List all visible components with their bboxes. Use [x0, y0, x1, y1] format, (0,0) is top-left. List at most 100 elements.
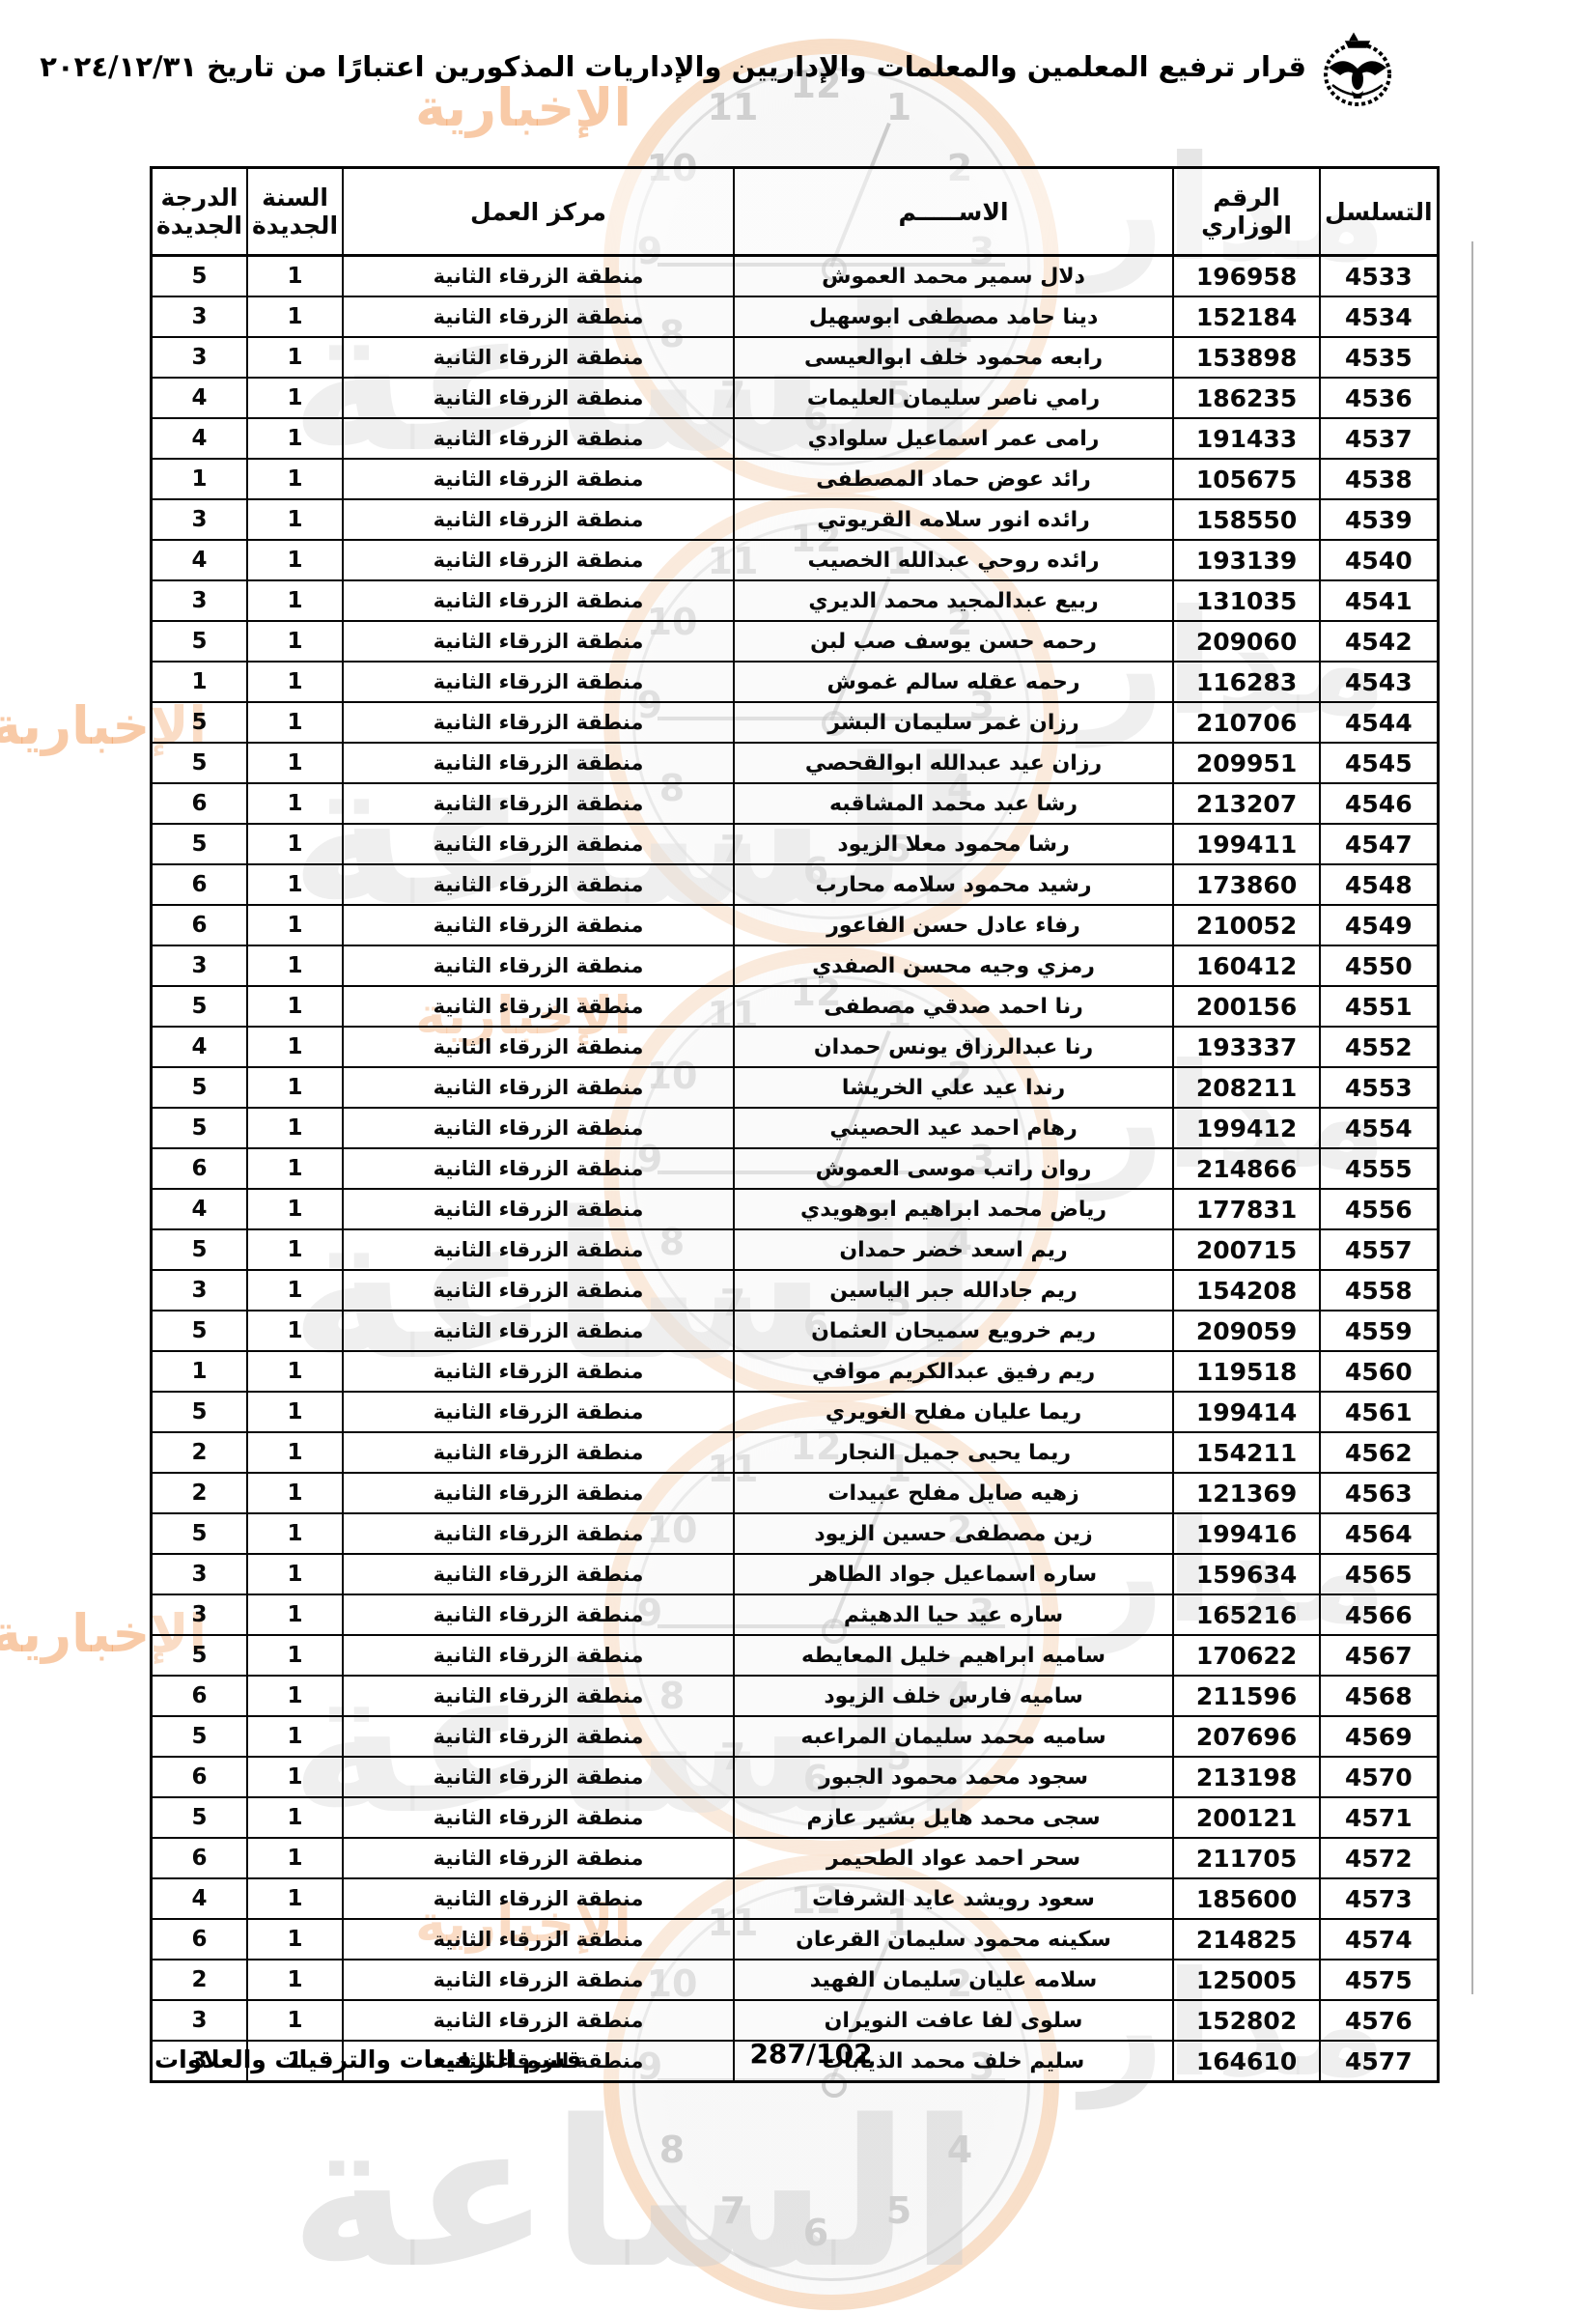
work-center-header: مركز العمل — [342, 166, 736, 257]
serial-cell: 4550 — [1319, 945, 1440, 987]
serial-cell: 4563 — [1319, 1472, 1440, 1514]
new-grade-cell: 4 — [150, 1026, 249, 1068]
watermark-clock-number: 1 — [885, 86, 912, 129]
name-cell: ريما عليان مفلح الغويري — [733, 1391, 1175, 1433]
serial-cell: 4560 — [1319, 1350, 1440, 1393]
new-year-cell: 1 — [246, 661, 345, 703]
new-grade-cell: 5 — [150, 1310, 249, 1352]
ministry-number-cell: 200156 — [1172, 985, 1322, 1028]
new-grade-cell: 5 — [150, 254, 249, 297]
new-grade-cell: 6 — [150, 1147, 249, 1190]
new-year-cell: 1 — [246, 701, 345, 744]
work-center-cell: منطقة الزرقاء الثانية — [342, 1959, 736, 2001]
watermark-clock-number: 6 — [802, 2212, 829, 2254]
new-grade-cell: 6 — [150, 904, 249, 946]
ministry-number-cell: 164610 — [1172, 2040, 1322, 2083]
serial-cell: 4556 — [1319, 1188, 1440, 1230]
table-row: 4574 214825 سكينه محمود سليمان القرعان منطق… — [150, 1918, 1440, 1960]
ministry-number-cell: 209060 — [1172, 620, 1322, 663]
ministry-number-cell: 191433 — [1172, 417, 1322, 460]
serial-cell: 4537 — [1319, 417, 1440, 460]
work-center-cell: منطقة الزرقاء الثانية — [342, 539, 736, 581]
ministry-number-cell: 199414 — [1172, 1391, 1322, 1433]
new-year-cell: 1 — [246, 1269, 345, 1312]
serial-cell: 4566 — [1319, 1594, 1440, 1636]
new-grade-cell: 6 — [150, 782, 249, 825]
work-center-cell: منطقة الزرقاء الثانية — [342, 1472, 736, 1514]
serial-cell: 4551 — [1319, 985, 1440, 1028]
new-year-cell: 1 — [246, 2040, 345, 2083]
serial-cell: 4534 — [1319, 296, 1440, 338]
serial-header: التسلسل — [1319, 166, 1440, 257]
new-year-cell: 1 — [246, 1228, 345, 1271]
new-year-cell: 1 — [246, 296, 345, 338]
table-row: 4552 193337 رنا عبدالرزاق يونس حمدان منطقة … — [150, 1026, 1440, 1068]
new-grade-cell: 3 — [150, 1553, 249, 1595]
serial-cell: 4561 — [1319, 1391, 1440, 1433]
work-center-cell: منطقة الزرقاء الثانية — [342, 701, 736, 744]
new-grade-cell: 6 — [150, 1837, 249, 1879]
name-cell: روان راتب موسى العموش — [733, 1147, 1175, 1190]
new-grade-cell: 2 — [150, 1472, 249, 1514]
scan-edge-artifact — [1471, 241, 1473, 1994]
ministry-number-cell: 177831 — [1172, 1188, 1322, 1230]
new-year-header: السنة الجديدة — [246, 166, 345, 257]
new-grade-cell: 4 — [150, 1877, 249, 1920]
new-year-cell: 1 — [246, 782, 345, 825]
table-row: 4563 121369 زهيه صايل مفلح عبيدات منطقة الز… — [150, 1472, 1440, 1514]
new-year-cell: 1 — [246, 458, 345, 500]
ministry-number-cell: 209951 — [1172, 742, 1322, 784]
new-grade-cell: 1 — [150, 1350, 249, 1393]
serial-cell: 4544 — [1319, 701, 1440, 744]
table-header: التسلسل الرقم الوزاري الاســـــم مركز ال… — [150, 166, 1440, 257]
new-grade-cell: 3 — [150, 336, 249, 379]
ministry-number-cell: 193337 — [1172, 1026, 1322, 1068]
table-row: 4561 199414 ريما عليان مفلح الغويري منطقة ا… — [150, 1391, 1440, 1433]
ministry-number-cell: 121369 — [1172, 1472, 1322, 1514]
new-year-cell: 1 — [246, 1512, 345, 1555]
new-year-cell: 1 — [246, 336, 345, 379]
work-center-cell: منطقة الزرقاء الثانية — [342, 1026, 736, 1068]
header-row: التسلسل الرقم الوزاري الاســـــم مركز ال… — [150, 166, 1440, 257]
ministry-number-cell: 154211 — [1172, 1431, 1322, 1474]
table-row: 4536 186235 رامي ناصر سليمان العليمات منطقة… — [150, 377, 1440, 419]
work-center-cell: منطقة الزرقاء الثانية — [342, 1310, 736, 1352]
table-row: 4559 209059 ريم خرويع سميحان العثمان منطقة … — [150, 1310, 1440, 1352]
table-row: 4566 165216 ساره عيد حيا الدهيثم منطقة الزر… — [150, 1594, 1440, 1636]
scanned-document-page: { "header": { "title": "قرار ترفيع المعل… — [0, 32, 1473, 2313]
table-row: 4544 210706 رزان غمر سليمان البشر منطقة الز… — [150, 701, 1440, 744]
name-cell: دلال سمير محمد العموش — [733, 254, 1175, 297]
new-year-cell: 1 — [246, 1026, 345, 1068]
name-cell: ساميه محمد سليمان المراعبه — [733, 1715, 1175, 1758]
new-year-cell: 1 — [246, 377, 345, 419]
new-grade-cell: 3 — [150, 1269, 249, 1312]
name-cell: رشا محمود معلا الزيود — [733, 823, 1175, 865]
new-grade-cell: 3 — [150, 1594, 249, 1636]
new-year-cell: 1 — [246, 863, 345, 906]
new-grade-cell: 6 — [150, 1675, 249, 1717]
serial-cell: 4536 — [1319, 377, 1440, 419]
ministry-number-cell: 158550 — [1172, 498, 1322, 541]
new-year-cell: 1 — [246, 1877, 345, 1920]
new-grade-cell: 5 — [150, 985, 249, 1028]
serial-cell: 4575 — [1319, 1959, 1440, 2001]
new-grade-cell: 3 — [150, 296, 249, 338]
table-row: 4535 153898 رابعه محمود خلف ابوالعيسى منطقة… — [150, 336, 1440, 379]
serial-cell: 4547 — [1319, 823, 1440, 865]
ministry-number-cell: 214866 — [1172, 1147, 1322, 1190]
ministry-number-cell: 105675 — [1172, 458, 1322, 500]
serial-cell: 4535 — [1319, 336, 1440, 379]
new-grade-cell: 6 — [150, 1918, 249, 1960]
new-year-cell: 1 — [246, 1553, 345, 1595]
table-row: 4577 164610 سليم خلف محمد الذيابات منطقة ال… — [150, 2040, 1440, 2083]
table-row: 4570 213198 سجود محمد محمود الجبور منطقة ال… — [150, 1756, 1440, 1798]
ministry-number-cell: 125005 — [1172, 1959, 1322, 2001]
work-center-cell: منطقة الزرقاء الثانية — [342, 1796, 736, 1839]
name-cell: سكينه محمود سليمان القرعان — [733, 1918, 1175, 1960]
work-center-cell: منطقة الزرقاء الثانية — [342, 417, 736, 460]
name-cell: رائده انور سلامه القريوتي — [733, 498, 1175, 541]
serial-cell: 4538 — [1319, 458, 1440, 500]
name-cell: زهيه صايل مفلح عبيدات — [733, 1472, 1175, 1514]
work-center-cell: منطقة الزرقاء الثانية — [342, 782, 736, 825]
ministry-number-cell: 160412 — [1172, 945, 1322, 987]
